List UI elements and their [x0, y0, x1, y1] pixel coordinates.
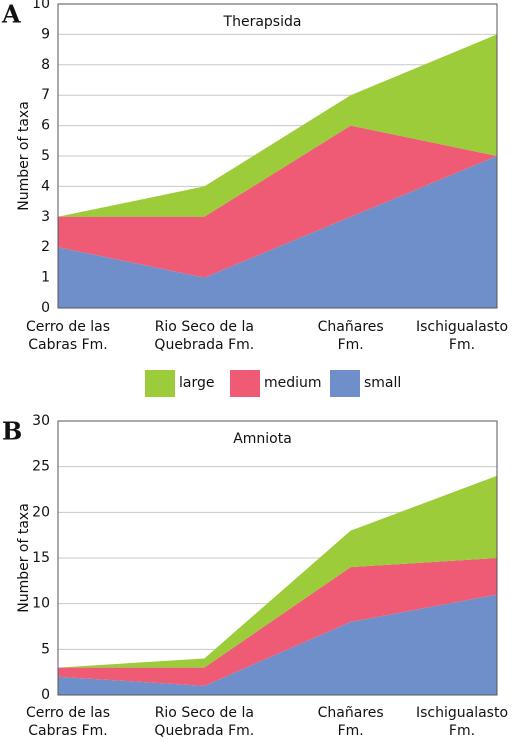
area [58, 594, 497, 695]
area [58, 125, 497, 278]
legend-swatch [145, 370, 175, 397]
y-tick-label: 10 [32, 0, 50, 12]
x-tick-label: Rio Seco de la Quebrada Fm. [154, 319, 254, 353]
chart-title: Amniota [233, 431, 292, 447]
y-tick-label: 0 [41, 687, 50, 703]
legend-label: medium [264, 375, 322, 391]
x-tick-label: Chañares Fm. [318, 319, 384, 353]
legend-swatch [330, 370, 360, 397]
y-axis-label: Number of taxa [16, 101, 32, 211]
legend-label: large [179, 375, 214, 391]
y-tick-label: 10 [32, 596, 50, 612]
y-tick-label: 20 [32, 504, 50, 520]
area [58, 475, 497, 668]
y-tick-label: 5 [41, 641, 50, 657]
y-tick-label: 7 [41, 87, 50, 103]
y-tick-label: 3 [41, 209, 50, 225]
x-tick-label: Cerro de las Cabras Fm. [26, 319, 110, 353]
area [58, 34, 497, 217]
panel-label: B [2, 417, 22, 446]
area [58, 558, 497, 686]
x-tick-label: Chañares Fm. [318, 705, 384, 739]
y-tick-label: 25 [32, 459, 50, 475]
y-tick-label: 2 [41, 239, 50, 255]
x-tick-label: Cerro de las Cabras Fm. [26, 705, 110, 739]
y-tick-label: 8 [41, 57, 50, 73]
y-tick-label: 15 [32, 550, 50, 566]
y-tick-label: 0 [41, 300, 50, 316]
x-tick-label: Ischigualasto Fm. [416, 705, 508, 739]
legend-label: small [364, 375, 401, 391]
plot-frame [57, 420, 498, 696]
y-tick-label: 5 [41, 148, 50, 164]
y-tick-label: 4 [41, 178, 50, 194]
legend-swatch [230, 370, 260, 397]
chart-title: Therapsida [223, 14, 302, 30]
y-tick-label: 9 [41, 26, 50, 42]
plot-frame [57, 3, 498, 309]
x-tick-label: Rio Seco de la Quebrada Fm. [154, 705, 254, 739]
x-tick-label: Ischigualasto Fm. [416, 319, 508, 353]
area [58, 156, 497, 308]
y-tick-label: 1 [41, 270, 50, 286]
panel-label: A [1, 0, 21, 29]
y-tick-label: 30 [32, 413, 50, 429]
y-axis-label: Number of taxa [16, 503, 32, 613]
y-tick-label: 6 [41, 118, 50, 134]
